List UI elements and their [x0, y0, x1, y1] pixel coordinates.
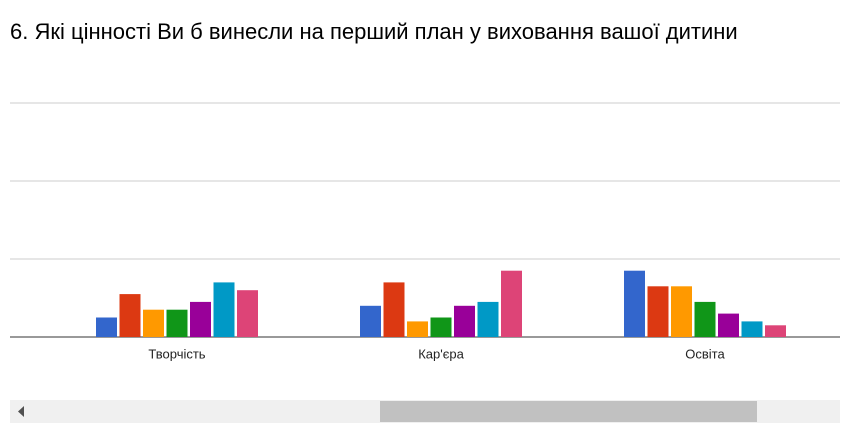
scroll-thumb[interactable]: [380, 401, 757, 422]
bar: [765, 325, 786, 337]
bar: [718, 313, 739, 337]
bar: [383, 282, 405, 337]
bar: [741, 321, 763, 337]
bar: [360, 305, 381, 337]
bar: [430, 317, 452, 337]
bar: [671, 286, 692, 337]
x-tick-label: Освіта: [685, 346, 725, 361]
bar: [96, 317, 117, 337]
bar: [166, 309, 188, 337]
bar: [624, 270, 645, 337]
bar: [647, 286, 669, 337]
bar: [119, 294, 141, 337]
chart-title: 6. Які цінності Ви б винесли на перший п…: [10, 19, 738, 44]
x-tick-label: Творчість: [148, 346, 205, 361]
x-tick-label: Кар'єра: [418, 346, 464, 361]
bar: [454, 305, 475, 337]
scroll-left-arrow[interactable]: [18, 406, 24, 417]
bar: [143, 309, 164, 337]
scrollbar[interactable]: [10, 400, 840, 423]
bar: [190, 301, 211, 337]
bar: [477, 301, 499, 337]
bar: [501, 270, 522, 337]
bar: [407, 321, 428, 337]
bar: [694, 301, 716, 337]
bar: [237, 290, 258, 337]
bar: [213, 282, 235, 337]
